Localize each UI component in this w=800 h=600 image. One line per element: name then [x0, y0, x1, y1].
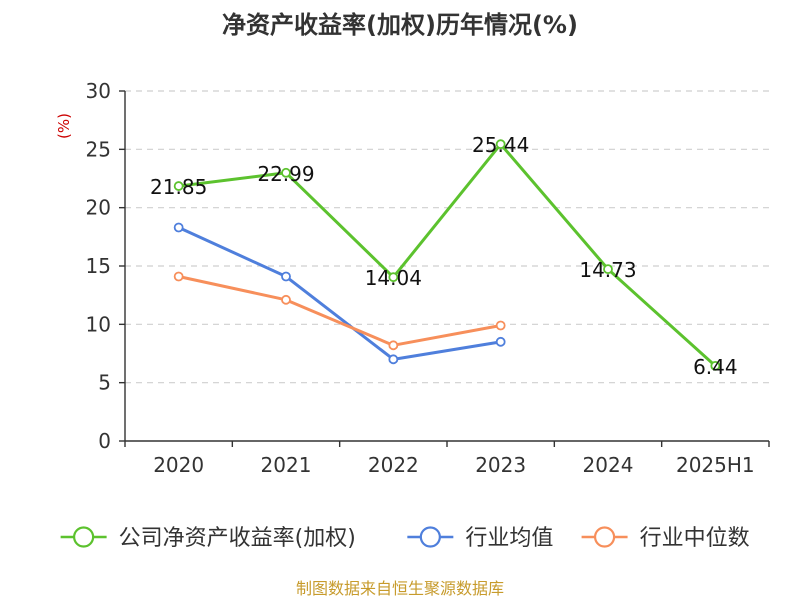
- gridlines: [125, 90, 769, 384]
- x-tick-label: 2020: [153, 453, 204, 477]
- data-point: [603, 264, 613, 275]
- x-tick-label: 2023: [475, 453, 526, 477]
- y-tick-label: 20: [86, 196, 111, 220]
- legend-label: 行业均值: [465, 526, 553, 551]
- chart-title: 净资产收益率(加权)历年情况(%): [222, 11, 578, 39]
- data-point: [388, 340, 399, 351]
- data-point: [173, 181, 184, 191]
- series-line: [178, 226, 501, 361]
- legend-swatch-marker: [419, 526, 441, 548]
- source-note: 制图数据来自恒生聚源数据库: [296, 579, 504, 598]
- legend-swatch-marker: [73, 526, 95, 548]
- data-point: [173, 271, 184, 282]
- data-label: 22.99: [257, 162, 314, 186]
- data-label: 21.85: [150, 175, 207, 199]
- data-point: [281, 294, 291, 305]
- x-tick-label: 2022: [368, 453, 419, 477]
- data-label: 14.73: [579, 258, 636, 282]
- y-tick-label: 30: [86, 79, 111, 103]
- legend-label: 行业中位数: [640, 526, 750, 551]
- y-tick-label: 5: [98, 371, 111, 395]
- data-point: [388, 354, 399, 365]
- legend-label: 公司净资产收益率(加权): [119, 526, 356, 551]
- data-point: [495, 139, 506, 150]
- x-tick-label: 2021: [261, 453, 312, 477]
- y-tick-label: 0: [98, 429, 111, 453]
- legend: 公司净资产收益率(加权) 行业均值 行业中位数: [60, 526, 750, 551]
- data-label: 6.44: [693, 355, 738, 379]
- data-point: [495, 320, 506, 331]
- series-line: [178, 275, 501, 347]
- x-tick-label: 2024: [583, 453, 634, 477]
- data-labels: 21.85 22.99 14.04 25.44 14.73 6.44: [150, 133, 738, 379]
- data-point: [388, 272, 399, 283]
- axes: 0 5 10 15 20 25 30 2020 2021 2022 2023 2024 2025H1: [86, 79, 770, 477]
- y-tick-label: 10: [86, 312, 111, 336]
- y-axis-unit: (%): [55, 113, 73, 139]
- data-point: [173, 222, 184, 233]
- series: [173, 139, 721, 371]
- data-point: [281, 167, 291, 178]
- data-point: [495, 336, 506, 347]
- data-label: 14.04: [365, 266, 422, 290]
- y-tick-label: 25: [86, 137, 111, 161]
- x-tick-label: 2025H1: [676, 453, 755, 477]
- legend-swatch-marker: [593, 526, 616, 548]
- series-line: [178, 142, 717, 367]
- data-point: [710, 360, 721, 371]
- data-point: [281, 271, 291, 282]
- data-label: 25.44: [472, 133, 529, 157]
- y-tick-label: 15: [86, 254, 111, 278]
